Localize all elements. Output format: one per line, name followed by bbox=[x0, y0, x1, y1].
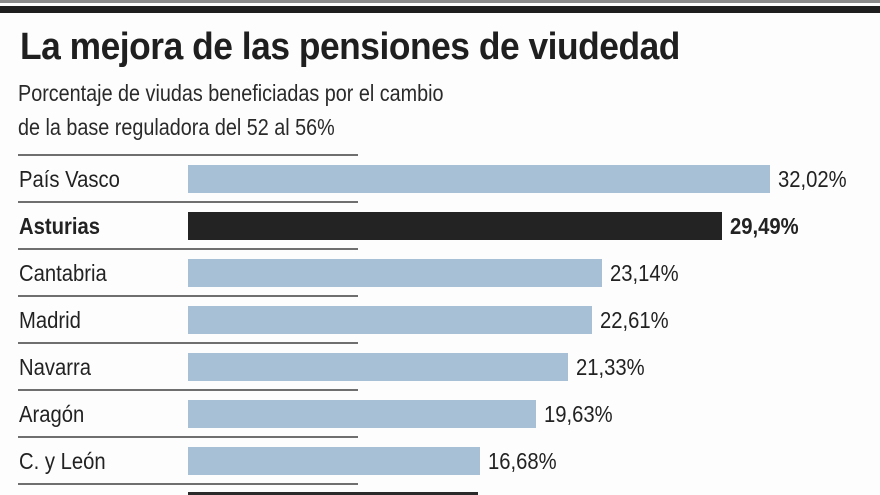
row-separator bbox=[18, 483, 358, 485]
value-label: 29,49% bbox=[730, 213, 799, 239]
subtitle-line-1: Porcentaje de viudas beneficiadas por el… bbox=[18, 80, 444, 106]
value-label: 22,61% bbox=[600, 307, 669, 333]
value-label: 16,68% bbox=[488, 448, 557, 474]
category-label: C. y León bbox=[19, 448, 106, 474]
value-label: 23,14% bbox=[610, 260, 679, 286]
bar-arag-n bbox=[188, 400, 536, 428]
bar-cantabria bbox=[188, 259, 602, 287]
category-label: Madrid bbox=[19, 307, 81, 333]
subtitle-line-2: de la base reguladora del 52 al 56% bbox=[18, 114, 335, 140]
partial-bar-cut-off bbox=[188, 492, 478, 495]
category-label: País Vasco bbox=[19, 166, 120, 192]
row-separator bbox=[18, 295, 358, 297]
category-label: Cantabria bbox=[19, 260, 107, 286]
category-label: Aragón bbox=[19, 401, 85, 427]
row-separator bbox=[18, 248, 358, 250]
chart-title: La mejora de las pensiones de viudedad bbox=[20, 26, 680, 68]
chart-subtitle: Porcentaje de viudas beneficiadas por el… bbox=[18, 76, 444, 144]
row-separator bbox=[18, 436, 358, 438]
row-separator bbox=[18, 342, 358, 344]
top-rule-dark bbox=[0, 6, 880, 13]
bar-pa-s-vasco bbox=[188, 165, 770, 193]
top-rule-gray bbox=[0, 0, 880, 3]
value-label: 32,02% bbox=[778, 166, 847, 192]
bar-c-y-le-n bbox=[188, 447, 480, 475]
value-label: 21,33% bbox=[576, 354, 645, 380]
value-label: 19,63% bbox=[544, 401, 613, 427]
bar-madrid bbox=[188, 306, 592, 334]
row-separator bbox=[18, 201, 358, 203]
category-label: Navarra bbox=[19, 354, 91, 380]
row-separator bbox=[18, 389, 358, 391]
bar-navarra bbox=[188, 353, 568, 381]
category-label: Asturias bbox=[19, 213, 101, 239]
row-separator bbox=[18, 154, 358, 156]
bar-asturias bbox=[188, 212, 722, 240]
